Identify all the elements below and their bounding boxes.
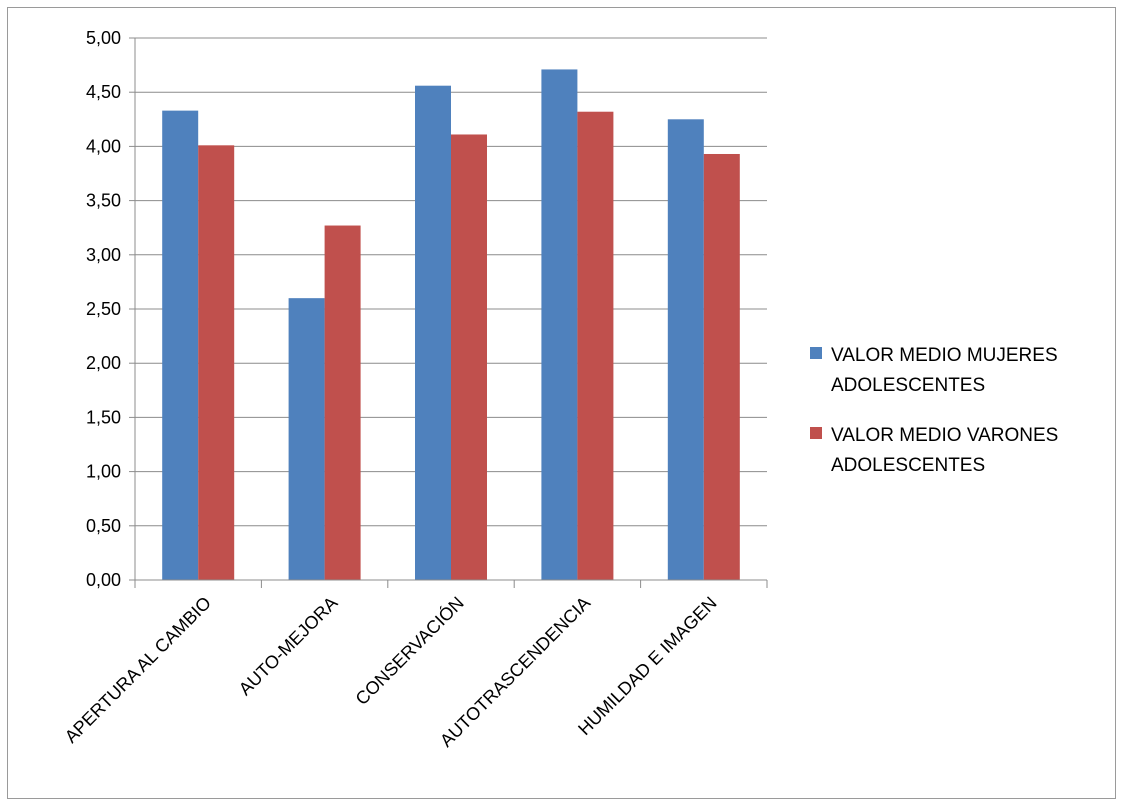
y-tick-label: 2,50 [86,299,121,319]
x-tick-label: AUTOTRASCENDENCIA [436,593,594,751]
y-tick-label: 3,50 [86,191,121,211]
bars [162,69,740,581]
bar [415,85,451,581]
bar [198,145,235,581]
x-tick-label: CONSERVACIÓN [351,592,468,709]
y-tick-label: 0,00 [86,570,121,590]
y-tick-label: 3,00 [86,245,121,265]
y-tick-label: 4,00 [86,136,121,156]
bar [577,111,614,580]
bar [451,134,487,580]
legend-label: ADOLESCENTES [831,375,985,396]
axes [129,37,768,588]
x-tick-label: AUTO-MEJORA [235,593,342,700]
bar [162,110,199,581]
x-tick-labels: APERTURA AL CAMBIO AUTO-MEJORA CONSERVACIÓ… [61,592,721,751]
legend-swatch [810,427,822,439]
x-tick-label: HUMILDAD E IMAGEN [574,593,720,739]
bar [324,225,361,581]
y-tick-label: 2,00 [86,353,121,373]
x-tick-label: APERTURA AL CAMBIO [61,593,215,747]
bar [667,119,704,581]
bar [541,69,578,580]
legend-swatch [810,347,822,359]
y-tick-label: 4,50 [86,82,121,102]
legend-label: ADOLESCENTES [831,455,985,476]
legend: VALOR MEDIO MUJERES ADOLESCENTES VALOR MED… [810,345,1058,476]
y-tick-labels: 0,00 0,50 1,00 1,50 2,00 2,50 3,00 3,50 4,00 4,50… [86,28,121,590]
y-tick-label: 0,50 [86,516,121,536]
y-tick-label: 1,00 [86,462,121,482]
legend-label: VALOR MEDIO VARONES [831,425,1058,446]
legend-label: VALOR MEDIO MUJERES [831,345,1058,366]
y-tick-label: 1,50 [86,407,121,427]
y-tick-label: 5,00 [86,28,121,48]
bar [703,153,740,580]
bar [288,298,325,580]
